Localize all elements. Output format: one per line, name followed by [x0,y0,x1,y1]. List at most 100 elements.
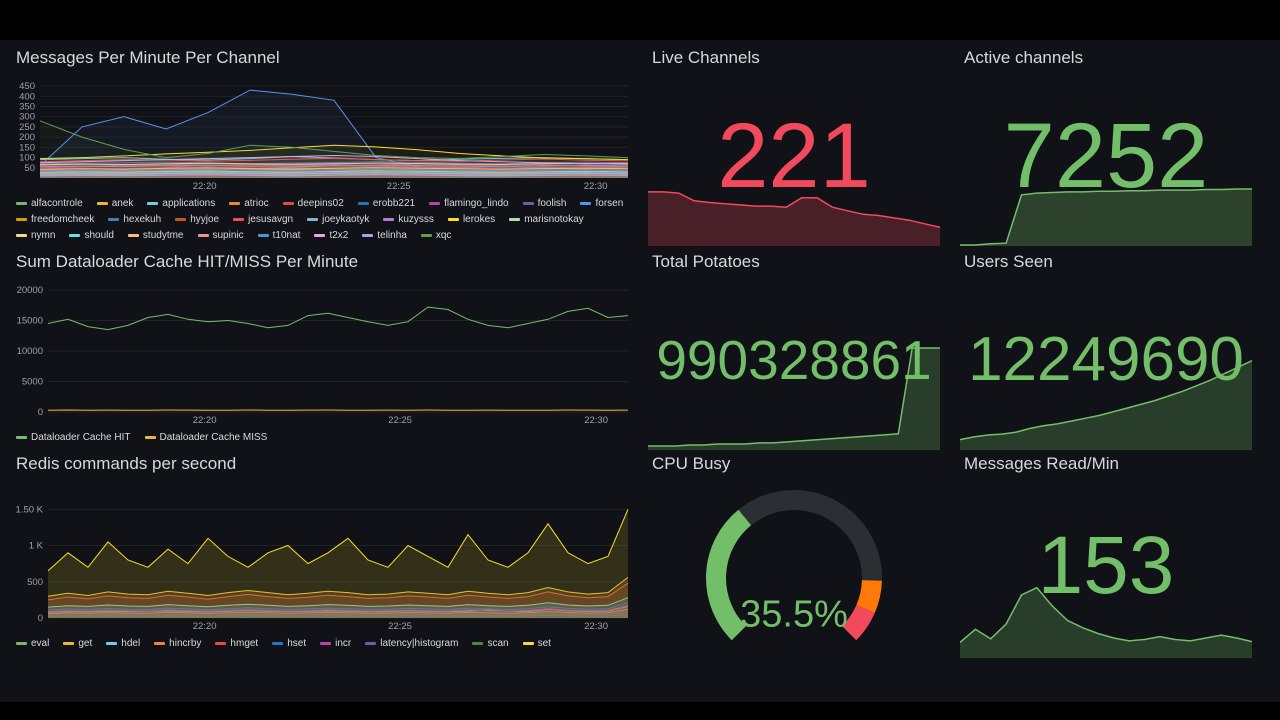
panel-title: Sum Dataloader Cache HIT/MISS Per Minute [16,252,359,271]
legend-item[interactable]: kuzysss [383,214,434,225]
panel-messages-per-minute: Messages Per Minute Per Channel 450 400 35… [8,46,638,246]
legend-item[interactable]: Dataloader Cache HIT [16,432,131,443]
legend-item[interactable]: Dataloader Cache MISS [144,432,268,443]
legend-item[interactable]: incr [320,638,351,649]
panel-title: Active channels [964,48,1084,67]
svg-text:350: 350 [19,101,35,112]
legend-item[interactable]: eval [16,638,49,649]
legend-swatch [314,234,326,237]
messages-per-minute-chart[interactable]: 450 400 350 300 250 200 150 100 50 22:20 22:25 22:3… [12,80,634,192]
cpu-busy-gauge: 35.5% [684,478,904,662]
redis-commands-chart[interactable]: 1.50 K 1 K 500 0 22:20 22:25 22:30 [12,498,634,632]
legend-item[interactable]: studytme [127,230,184,241]
legend-item[interactable]: joeykaotyk [307,214,369,225]
legend-item[interactable]: marisnotokay [509,214,584,225]
svg-text:22:30: 22:30 [584,621,608,632]
panel-live-channels: Live Channels 221 [644,46,944,250]
redis-legend: eval get hdel hincrby hmget hset incr latency|h… [16,638,632,652]
legend-label: scan [487,638,509,649]
svg-text:450: 450 [19,81,35,92]
svg-text:22:20: 22:20 [193,415,217,426]
legend-label: should [84,230,114,241]
legend-item[interactable]: foolish [522,198,567,209]
legend-label: eval [31,638,50,649]
legend-item[interactable]: latency|histogram [365,638,458,649]
live-channels-sparkline [648,184,940,246]
legend-label: xqc [435,230,452,241]
legend-label: hdel [121,638,141,649]
legend-label: alfacontrole [31,198,83,209]
legend-item[interactable]: supinic [197,230,244,241]
legend-item[interactable]: forsen [580,198,623,209]
legend-item[interactable]: set [522,638,551,649]
legend-item[interactable]: t2x2 [314,230,348,241]
legend-item[interactable]: nymn [16,230,55,241]
legend-label: forsen [595,198,624,209]
legend-label: kuzysss [398,214,434,225]
legend-item[interactable]: freedomcheek [16,214,94,225]
panel-total-potatoes: Total Potatoes 990328861 [644,250,944,454]
svg-text:35.5%: 35.5% [740,593,848,635]
legend-label: set [537,638,551,649]
legend-swatch [108,218,120,221]
legend-label: hincrby [169,638,202,649]
legend-label: foolish [537,198,567,209]
legend-item[interactable]: xqc [420,230,452,241]
total-potatoes-value: 990328861 [656,329,932,391]
legend-item[interactable]: applications [147,198,215,209]
svg-text:100: 100 [19,153,35,164]
panel-title: Users Seen [964,252,1053,271]
legend-item[interactable]: hexekuh [108,214,161,225]
legend-item[interactable]: hset [272,638,306,649]
legend-swatch [147,202,159,205]
legend-item[interactable]: hmget [215,638,258,649]
legend-swatch [272,642,284,645]
legend-item[interactable]: scan [472,638,509,649]
legend-item[interactable]: deepins02 [282,198,344,209]
svg-text:22:20: 22:20 [193,181,217,192]
legend-label: latency|histogram [380,638,459,649]
legend-item[interactable]: flamingo_lindo [429,198,509,209]
legend-item[interactable]: t10nat [257,230,301,241]
svg-text:22:25: 22:25 [388,621,412,632]
legend-label: incr [335,638,352,649]
legend-label: Dataloader Cache MISS [159,432,268,443]
legend-item[interactable]: should [69,230,114,241]
legend-swatch [96,202,108,205]
legend-label: hset [287,638,307,649]
legend-item[interactable]: alfacontrole [16,198,83,209]
legend-item[interactable]: telinha [362,230,407,241]
legend-label: get [78,638,93,649]
legend-item[interactable]: get [63,638,92,649]
panel-active-channels: Active channels 7252 [956,46,1256,250]
legend-label: supinic [212,230,244,241]
legend-swatch [357,202,369,205]
dashboard-background [0,40,1280,702]
legend-item[interactable]: lerokes [447,214,495,225]
legend-item[interactable]: hdel [106,638,140,649]
legend-label: hmget [230,638,259,649]
legend-label: jesusavgn [248,214,294,225]
legend-item[interactable]: atrioc [229,198,269,209]
legend-item[interactable]: jesusavgn [233,214,293,225]
dataloader-legend: Dataloader Cache HIT Dataloader Cache MIS… [16,432,632,446]
users-seen-value: 12249690 [968,325,1244,394]
panel-title: CPU Busy [652,454,731,473]
legend-swatch [429,202,441,205]
legend-swatch [69,234,81,237]
legend-item[interactable]: hyyjoe [175,214,219,225]
legend-label: hexekuh [123,214,162,225]
legend-item[interactable]: erobb221 [357,198,415,209]
legend-swatch [580,202,592,205]
panel-dataloader-cache: Sum Dataloader Cache HIT/MISS Per Minute… [8,250,638,450]
legend-label: t10nat [272,230,301,241]
legend-swatch [16,202,27,205]
legend-swatch [154,642,166,645]
svg-text:200: 200 [19,132,35,143]
svg-text:250: 250 [19,122,35,133]
legend-item[interactable]: anek [96,198,133,209]
legend-swatch [362,234,374,237]
legend-item[interactable]: hincrby [154,638,201,649]
dataloader-cache-chart[interactable]: 20000 15000 10000 5000 0 22:20 22:25 22:30 [12,286,634,426]
legend-swatch [509,218,521,221]
